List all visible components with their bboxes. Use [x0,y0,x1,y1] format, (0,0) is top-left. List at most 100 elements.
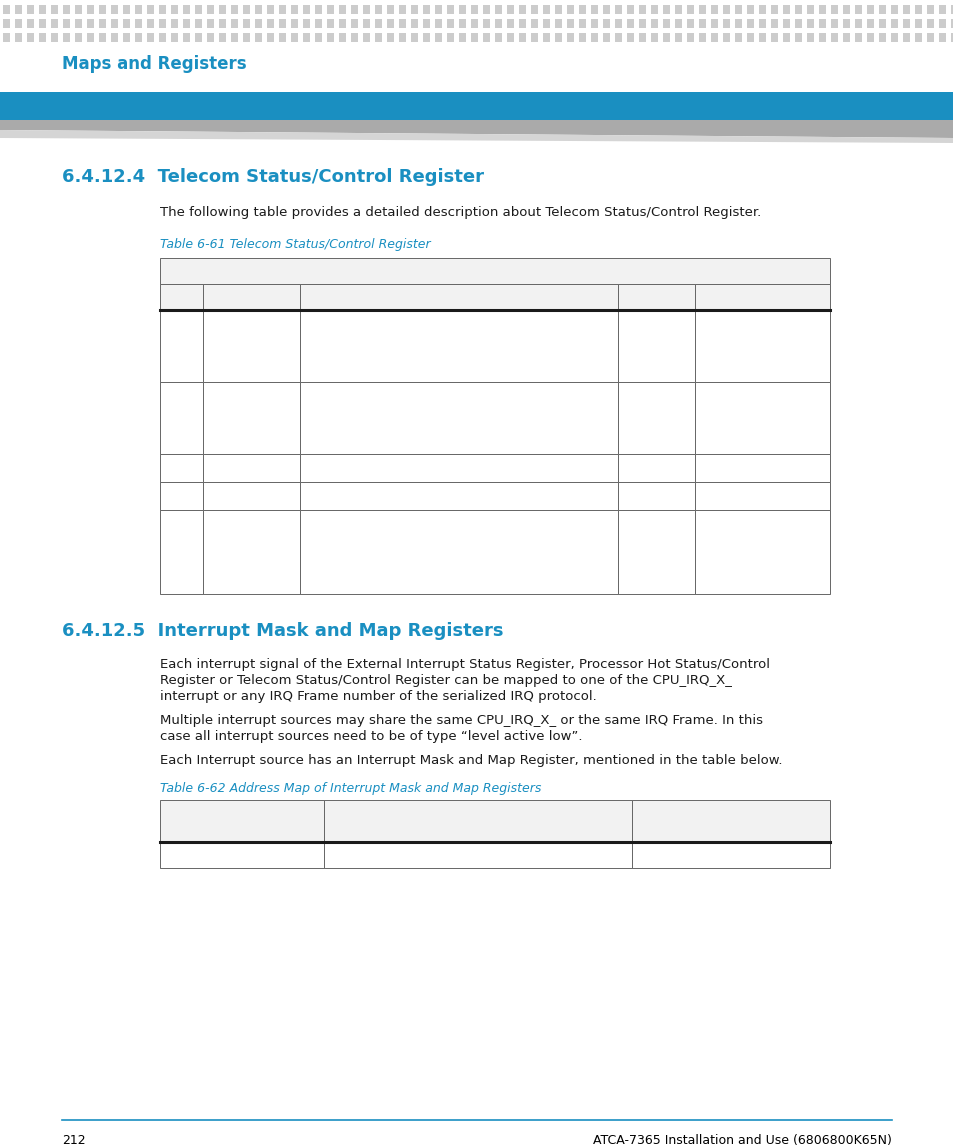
Text: Interrupt Source: Interrupt Source [166,812,268,826]
Bar [324,842,631,868]
Bar [160,482,203,510]
Text: 0x23: 0x23 [638,850,668,863]
Bar [734,19,741,27]
Bar [770,5,778,14]
Bar [618,382,695,455]
Bar [398,19,406,27]
Bar [890,33,897,42]
Bar [471,5,477,14]
Text: 0: 0 [623,390,631,404]
Bar [794,5,801,14]
Bar [299,482,618,510]
Text: 0: 0 [166,319,173,332]
Text: Signal: Signal [209,291,248,305]
Bar [123,33,130,42]
Bar [267,5,274,14]
Bar [398,33,406,42]
Bar [722,33,729,42]
Bar [99,33,106,42]
Bar [818,33,825,42]
Bar [203,284,299,310]
Bar [890,19,897,27]
Bar [662,5,669,14]
Text: IPMC2HOST_INT_: IPMC2HOST_INT_ [166,850,273,863]
Text: 212: 212 [62,1134,86,1145]
Text: Clearing bit 2 of this register also clears this: Clearing bit 2 of this register also cle… [306,534,577,547]
Bar [160,258,829,284]
Bar [626,19,634,27]
Bar [219,5,226,14]
Bar [699,5,705,14]
Bar [203,382,299,455]
Bar [854,33,862,42]
Bar [531,19,537,27]
Bar [695,382,829,455]
Bar [435,19,441,27]
Bar [147,19,153,27]
Bar [699,33,705,42]
Bar [842,19,849,27]
Bar [631,842,829,868]
Text: 7:4: 7:4 [166,519,185,532]
Bar [938,5,945,14]
Bar [518,33,525,42]
Bar [675,19,681,27]
Bar [207,19,213,27]
Bar [866,19,873,27]
Bar [160,510,203,594]
Text: Interrupt Mask: Interrupt Mask [638,827,728,840]
Text: 0: 0 [623,319,631,332]
Bar [27,19,34,27]
Text: LPC: r/w1c: LPC: r/w1c [700,463,764,476]
Bar [39,33,46,42]
Text: 6.4.12.5  Interrupt Mask and Map Registers: 6.4.12.5 Interrupt Mask and Map Register… [62,622,503,640]
Bar [830,5,837,14]
Bar [759,33,765,42]
Text: Description: Description [330,812,401,826]
Bar [147,5,153,14]
Bar [699,19,705,27]
Bar [75,5,82,14]
Bar [183,19,190,27]
Text: -: - [209,463,213,476]
Bar [759,19,765,27]
Bar [422,19,430,27]
Text: case all interrupt sources need to be of type “level active low”.: case all interrupt sources need to be of… [160,731,582,743]
Bar [734,5,741,14]
Text: Access: Access [700,291,743,305]
Bar [746,5,753,14]
Bar [566,19,574,27]
Bar [338,19,346,27]
Bar [254,19,262,27]
Bar [695,455,829,482]
Bar [618,510,695,594]
Bar [458,33,465,42]
Bar [926,33,933,42]
Bar [675,5,681,14]
Bar [3,5,10,14]
Text: -: - [209,491,213,504]
Bar [291,5,297,14]
Bar [602,19,609,27]
Bar [87,5,94,14]
Bar [458,5,465,14]
Bar [782,33,789,42]
Bar [722,5,729,14]
Bar [351,5,357,14]
Bar [902,19,909,27]
Bar [3,33,10,42]
Bar [351,19,357,27]
Bar [123,19,130,27]
Bar [219,33,226,42]
Bar [278,33,286,42]
Text: counter.: counter. [306,548,355,562]
Text: 3: 3 [166,491,173,504]
Bar [303,33,310,42]
Bar [806,33,813,42]
Bar [171,5,178,14]
Bar [398,5,406,14]
Bar [926,19,933,27]
Bar [243,19,250,27]
Bar [542,33,550,42]
Bar [231,33,237,42]
